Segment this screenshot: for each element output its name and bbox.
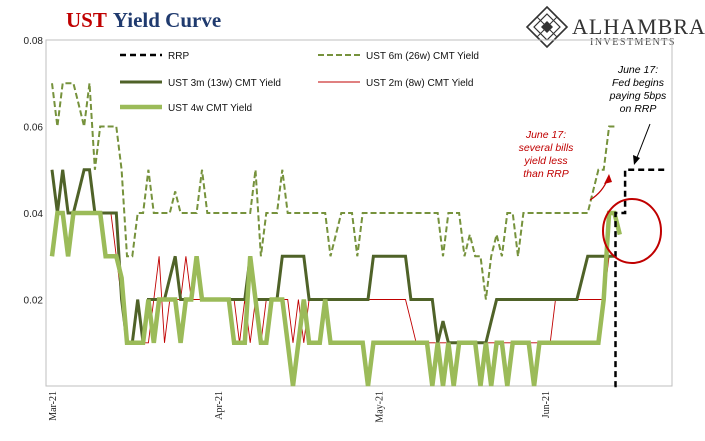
annotation-bills-arrowhead (604, 174, 612, 184)
legend-label: UST 4w CMT Yield (168, 103, 252, 114)
x-tick-label: Apr-21 (214, 391, 225, 420)
annotation-line: June 17: (617, 64, 658, 76)
annotation-line: than RRP (523, 168, 569, 180)
legend-label: RRP (168, 51, 189, 62)
x-axis: Mar-21 Apr-21 May-21 Jun-21 (48, 391, 552, 423)
annotation-fed-arrowhead (633, 155, 640, 165)
series-line-4 (49, 210, 622, 387)
legend: RRP UST 6m (26w) CMT Yield UST 3m (13w) CM… (120, 51, 479, 114)
highlight-circle (602, 198, 662, 264)
annotation-line: June 17: (525, 129, 566, 141)
x-tick-label: May-21 (375, 391, 386, 423)
annotation-line: paying 5bps (609, 90, 667, 102)
annotation-line: Fed begins (612, 77, 665, 89)
chart-title-rest: Yield Curve (113, 8, 221, 32)
annotation-line: several bills (519, 142, 575, 154)
alhambra-diamond-icon (525, 5, 569, 49)
series-group (49, 82, 668, 388)
plot-area (45, 39, 673, 387)
x-tick-label: Jun-21 (541, 391, 552, 418)
logo-sub: INVESTMENTS (590, 37, 676, 48)
legend-label: UST 2m (8w) CMT Yield (366, 78, 473, 89)
series-line-1 (51, 82, 615, 300)
y-tick-label: 0.02 (24, 296, 44, 307)
legend-label: UST 3m (13w) CMT Yield (168, 78, 281, 89)
annotation-bills-text: June 17: several bills yield less than RRP (519, 129, 575, 180)
annotation-bills: June 17: several bills yield less than RRP (519, 129, 662, 264)
x-tick-label: Mar-21 (48, 391, 59, 421)
y-axis: 0.08 0.06 0.04 0.02 (24, 36, 44, 307)
y-tick-label: 0.06 (24, 123, 44, 134)
alhambra-logo: ALHAMBRA INVESTMENTS (525, 5, 705, 49)
annotation-fed: June 17: Fed begins paying 5bps on RRP (609, 64, 667, 165)
annotation-line: on RRP (620, 103, 657, 115)
series-line-2 (50, 168, 615, 345)
annotation-fed-arrow (635, 123, 651, 161)
legend-label: UST 6m (26w) CMT Yield (366, 51, 479, 62)
annotation-line: yield less (523, 155, 568, 167)
y-tick-label: 0.08 (24, 36, 44, 47)
annotation-fed-text: June 17: Fed begins paying 5bps on RRP (609, 64, 667, 115)
chart-title: UST Yield Curve (66, 8, 221, 32)
logo-name: ALHAMBRA (572, 14, 705, 39)
chart-title-ust: UST (66, 8, 107, 32)
y-tick-label: 0.04 (24, 209, 44, 220)
series-line-0 (614, 168, 668, 388)
